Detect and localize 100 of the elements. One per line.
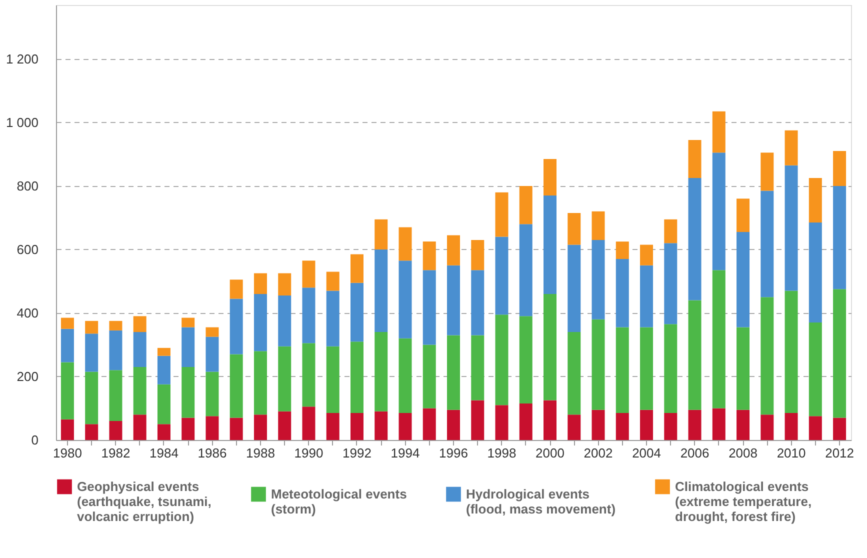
x-tick-label: 1982 xyxy=(101,446,130,460)
bar xyxy=(592,211,605,240)
bar xyxy=(519,186,532,224)
x-tick-label: 1996 xyxy=(439,446,468,460)
bar xyxy=(230,298,243,354)
bar xyxy=(254,351,267,415)
bar xyxy=(664,219,678,244)
bar xyxy=(302,343,316,407)
y-tick-label: 800 xyxy=(16,178,38,194)
bar xyxy=(278,273,292,296)
bar xyxy=(85,334,98,372)
x-tick-label: 1998 xyxy=(487,446,516,460)
bar xyxy=(350,413,364,440)
y-tick-label: 0 xyxy=(31,432,38,448)
bar xyxy=(109,370,122,421)
bar xyxy=(422,270,436,345)
bar xyxy=(374,249,388,332)
bar xyxy=(808,322,822,416)
bar xyxy=(471,335,484,400)
bar xyxy=(133,366,146,415)
bar xyxy=(230,354,243,418)
bar xyxy=(784,165,798,291)
bar xyxy=(133,316,146,332)
bar xyxy=(302,406,316,440)
bar xyxy=(760,190,774,298)
bar xyxy=(350,254,364,283)
bar xyxy=(326,290,340,346)
bar xyxy=(519,403,532,440)
bar xyxy=(60,318,74,329)
bar xyxy=(278,346,292,412)
x-tick-label: 1986 xyxy=(198,446,227,460)
bar xyxy=(85,372,98,424)
bar xyxy=(374,411,388,440)
x-tick-label: 2012 xyxy=(825,446,854,460)
bar xyxy=(736,232,750,328)
bar xyxy=(616,413,629,440)
bar xyxy=(398,227,412,261)
bar xyxy=(206,336,219,372)
bar xyxy=(688,410,702,440)
bar xyxy=(736,198,750,232)
bar xyxy=(60,328,74,362)
bar xyxy=(568,212,581,245)
bar xyxy=(616,259,629,328)
bar xyxy=(182,418,195,440)
bar xyxy=(157,384,170,424)
bar xyxy=(495,192,508,237)
bar xyxy=(640,265,654,328)
bar xyxy=(447,410,460,440)
bar xyxy=(182,366,195,418)
bar xyxy=(495,405,508,440)
bar xyxy=(230,418,243,440)
x-tick-label: 1992 xyxy=(342,446,372,460)
bar xyxy=(568,332,581,415)
bar xyxy=(833,151,846,186)
bar xyxy=(519,316,532,404)
bar xyxy=(326,413,340,440)
bar xyxy=(157,356,170,384)
bar xyxy=(712,111,726,153)
x-tick-label: 2010 xyxy=(776,446,806,460)
bar xyxy=(206,327,219,337)
bar xyxy=(640,327,654,410)
bar xyxy=(808,416,822,440)
y-tick-label: 600 xyxy=(16,242,38,257)
legend-label: Climatological events (extreme temperature, drought, forest fire) xyxy=(675,478,812,524)
y-tick-label: 1 000 xyxy=(6,114,38,130)
bar xyxy=(760,414,774,440)
bar xyxy=(206,372,219,416)
bar xyxy=(736,410,750,440)
bar xyxy=(592,319,605,410)
x-tick-label: 2008 xyxy=(728,446,758,460)
bar xyxy=(640,410,654,440)
bar xyxy=(182,318,195,328)
bar xyxy=(833,289,846,418)
bar xyxy=(422,344,436,408)
bar xyxy=(85,424,98,440)
legend-label: Geophysical events (earthquake, tsunami, volcanic erruption) xyxy=(77,478,212,524)
bar xyxy=(374,219,388,250)
bar xyxy=(784,290,798,414)
bar xyxy=(109,320,122,330)
bar xyxy=(278,411,292,440)
bar xyxy=(544,158,557,196)
bar xyxy=(157,424,170,440)
x-tick-label: 1990 xyxy=(294,446,324,460)
legend-label: Hydrological events (flood, mass movement) xyxy=(466,486,616,516)
x-tick-label: 1984 xyxy=(150,446,178,460)
legend-label: Meteotological events (storm) xyxy=(271,486,407,516)
bar xyxy=(278,296,292,346)
y-tick-label: 400 xyxy=(16,305,38,320)
bar xyxy=(664,324,678,414)
bar xyxy=(302,260,316,288)
bar xyxy=(398,413,412,440)
bar xyxy=(616,327,629,414)
bar xyxy=(326,346,340,414)
bar xyxy=(350,342,364,414)
bar xyxy=(592,240,605,320)
bar xyxy=(254,294,267,352)
bar xyxy=(544,196,557,294)
bar xyxy=(544,294,557,400)
bar xyxy=(784,413,798,440)
y-tick-label: 1 200 xyxy=(6,51,38,66)
